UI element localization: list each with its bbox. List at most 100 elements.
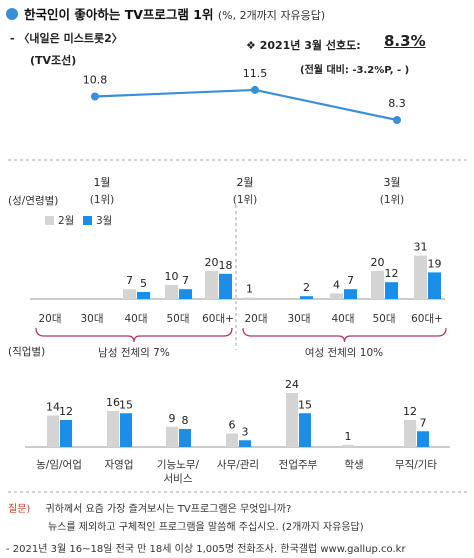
age-bar-value: 12	[385, 267, 399, 280]
age-bar	[428, 272, 441, 299]
legend-swatch	[45, 216, 54, 225]
occupation-bar-value: 12	[59, 405, 73, 418]
age-bar-value: 7	[126, 274, 133, 287]
occupation-section-label: (직업별)	[8, 346, 46, 358]
occupation-bar	[226, 433, 238, 447]
occupation-bar	[107, 411, 119, 447]
occupation-bar-value: 15	[119, 398, 133, 411]
occupation-bar-value: 1	[345, 430, 352, 443]
occupation-bar-value: 12	[403, 405, 417, 418]
age-bar-value: 5	[140, 277, 147, 290]
month-label: 1월	[93, 176, 110, 189]
occupation-bar-value: 9	[169, 412, 176, 425]
occupation-bar	[286, 393, 298, 447]
question-text-2: 뉴스를 제외하고 구체적인 프로그램을 말씀해 주십시오. (2개까지 자유응답…	[48, 522, 364, 533]
age-bar	[330, 293, 343, 299]
question-label: 질문)	[8, 504, 31, 515]
rank-label: (1위)	[90, 193, 115, 206]
age-category-label: 50대	[166, 313, 189, 325]
age-category-label: 30대	[287, 313, 310, 325]
page-title: 한국인이 좋아하는 TV프로그램 1위 (%, 2개까지 자유응답)	[24, 4, 325, 23]
age-bar-value: 18	[219, 259, 233, 272]
age-category-label: 50대	[372, 313, 395, 325]
age-bar	[414, 255, 427, 299]
occupation-bar	[404, 420, 416, 447]
question-line-1: 귀하께서 요즘 가장 즐겨보시는 TV프로그램은 무엇입니까?	[45, 504, 292, 515]
occupation-bar	[417, 431, 429, 447]
age-bar	[165, 285, 178, 299]
male-group-brace	[35, 327, 233, 343]
rank-label: (1위)	[233, 193, 258, 206]
occupation-bar	[342, 444, 354, 447]
age-bar-value: 4	[333, 278, 340, 291]
trend-point	[251, 85, 259, 94]
occupation-bar-value: 16	[106, 396, 120, 409]
age-bar	[344, 289, 357, 299]
occupation-category-label: 농/임/어업	[36, 458, 82, 471]
age-category-label: 40대	[331, 313, 354, 325]
occupation-category-label: 기능노무/	[157, 459, 200, 471]
age-bar	[179, 289, 192, 299]
trend-line	[94, 88, 398, 122]
occupation-category-label: 무직/기타	[395, 459, 438, 471]
occupation-category-label: 사무/관리	[217, 459, 259, 471]
trend-value-label: 11.5	[243, 67, 268, 80]
rank-label: (1위)	[380, 193, 405, 206]
occupation-bar-value: 14	[46, 401, 60, 414]
trend-value-label: 8.3	[388, 97, 406, 110]
source-note: - 2021년 3월 16~18일 전국 만 18세 이상 1,005명 전화조…	[6, 544, 406, 555]
program-name: - 〈내일은 미스트롯2〉	[10, 32, 123, 45]
age-bar	[243, 297, 256, 299]
occupation-bar-value: 8	[182, 414, 189, 427]
trend-point	[91, 92, 99, 101]
age-bar-value: 10	[165, 270, 179, 283]
occupation-category-label: 전업주부	[279, 458, 318, 471]
occupation-bar-value: 15	[298, 398, 312, 411]
occupation-bar	[239, 440, 251, 447]
female-group-brace	[242, 327, 447, 343]
age-bar-value: 2	[303, 281, 310, 294]
age-bar-value: 7	[182, 274, 189, 287]
age-bar-value: 7	[347, 274, 354, 287]
occupation-bar	[299, 413, 311, 447]
occupation-category-label: 학생	[344, 459, 363, 471]
occupation-bar	[60, 420, 72, 447]
occupation-bar-value: 6	[229, 419, 236, 432]
trend-point	[393, 116, 401, 124]
age-bar	[300, 296, 313, 299]
legend-label: 2월	[58, 215, 74, 227]
age-category-label: 40대	[124, 313, 147, 325]
occupation-bar-value: 24	[285, 378, 299, 391]
occupation-bar	[47, 415, 59, 447]
change-vs-last-month: (전월 대비: -3.2%P, - )	[300, 65, 410, 76]
age-bar	[385, 282, 398, 299]
age-gender-section-label: (성/연령별)	[8, 195, 59, 207]
age-bar	[219, 273, 232, 299]
trend-value-label: 10.8	[83, 74, 108, 87]
legend-swatch	[83, 216, 92, 225]
occupation-bar	[179, 429, 191, 447]
male-total-label: 남성 전체의 7%	[98, 347, 170, 359]
title-bullet-icon	[6, 8, 18, 20]
age-category-label: 20대	[244, 313, 267, 325]
age-category-label: 60대+	[202, 313, 234, 325]
title-text: 한국인이 좋아하는 TV프로그램 1위	[24, 7, 214, 22]
occupation-category-label: 서비스	[164, 473, 193, 485]
occupation-bar	[120, 413, 132, 447]
title-note: (%, 2개까지 자유응답)	[217, 9, 326, 22]
occupation-category-label: 자영업	[105, 458, 134, 471]
occupation-bar-value: 3	[242, 425, 249, 438]
preference-value: 8.3%	[384, 32, 426, 50]
preference-label: ❖ 2021년 3월 선호도:	[246, 39, 361, 52]
question-text-1: 질문) 귀하께서 요즘 가장 즐겨보시는 TV프로그램은 무엇입니까?	[8, 500, 291, 515]
female-total-label: 여성 전체의 10%	[305, 347, 383, 359]
age-bar-value: 31	[414, 241, 428, 254]
age-bar	[371, 271, 384, 299]
age-bar-value: 20	[371, 256, 385, 269]
age-category-label: 20대	[38, 313, 61, 325]
month-label: 2월	[236, 176, 253, 189]
age-bar	[205, 271, 218, 299]
age-bar	[137, 292, 150, 299]
